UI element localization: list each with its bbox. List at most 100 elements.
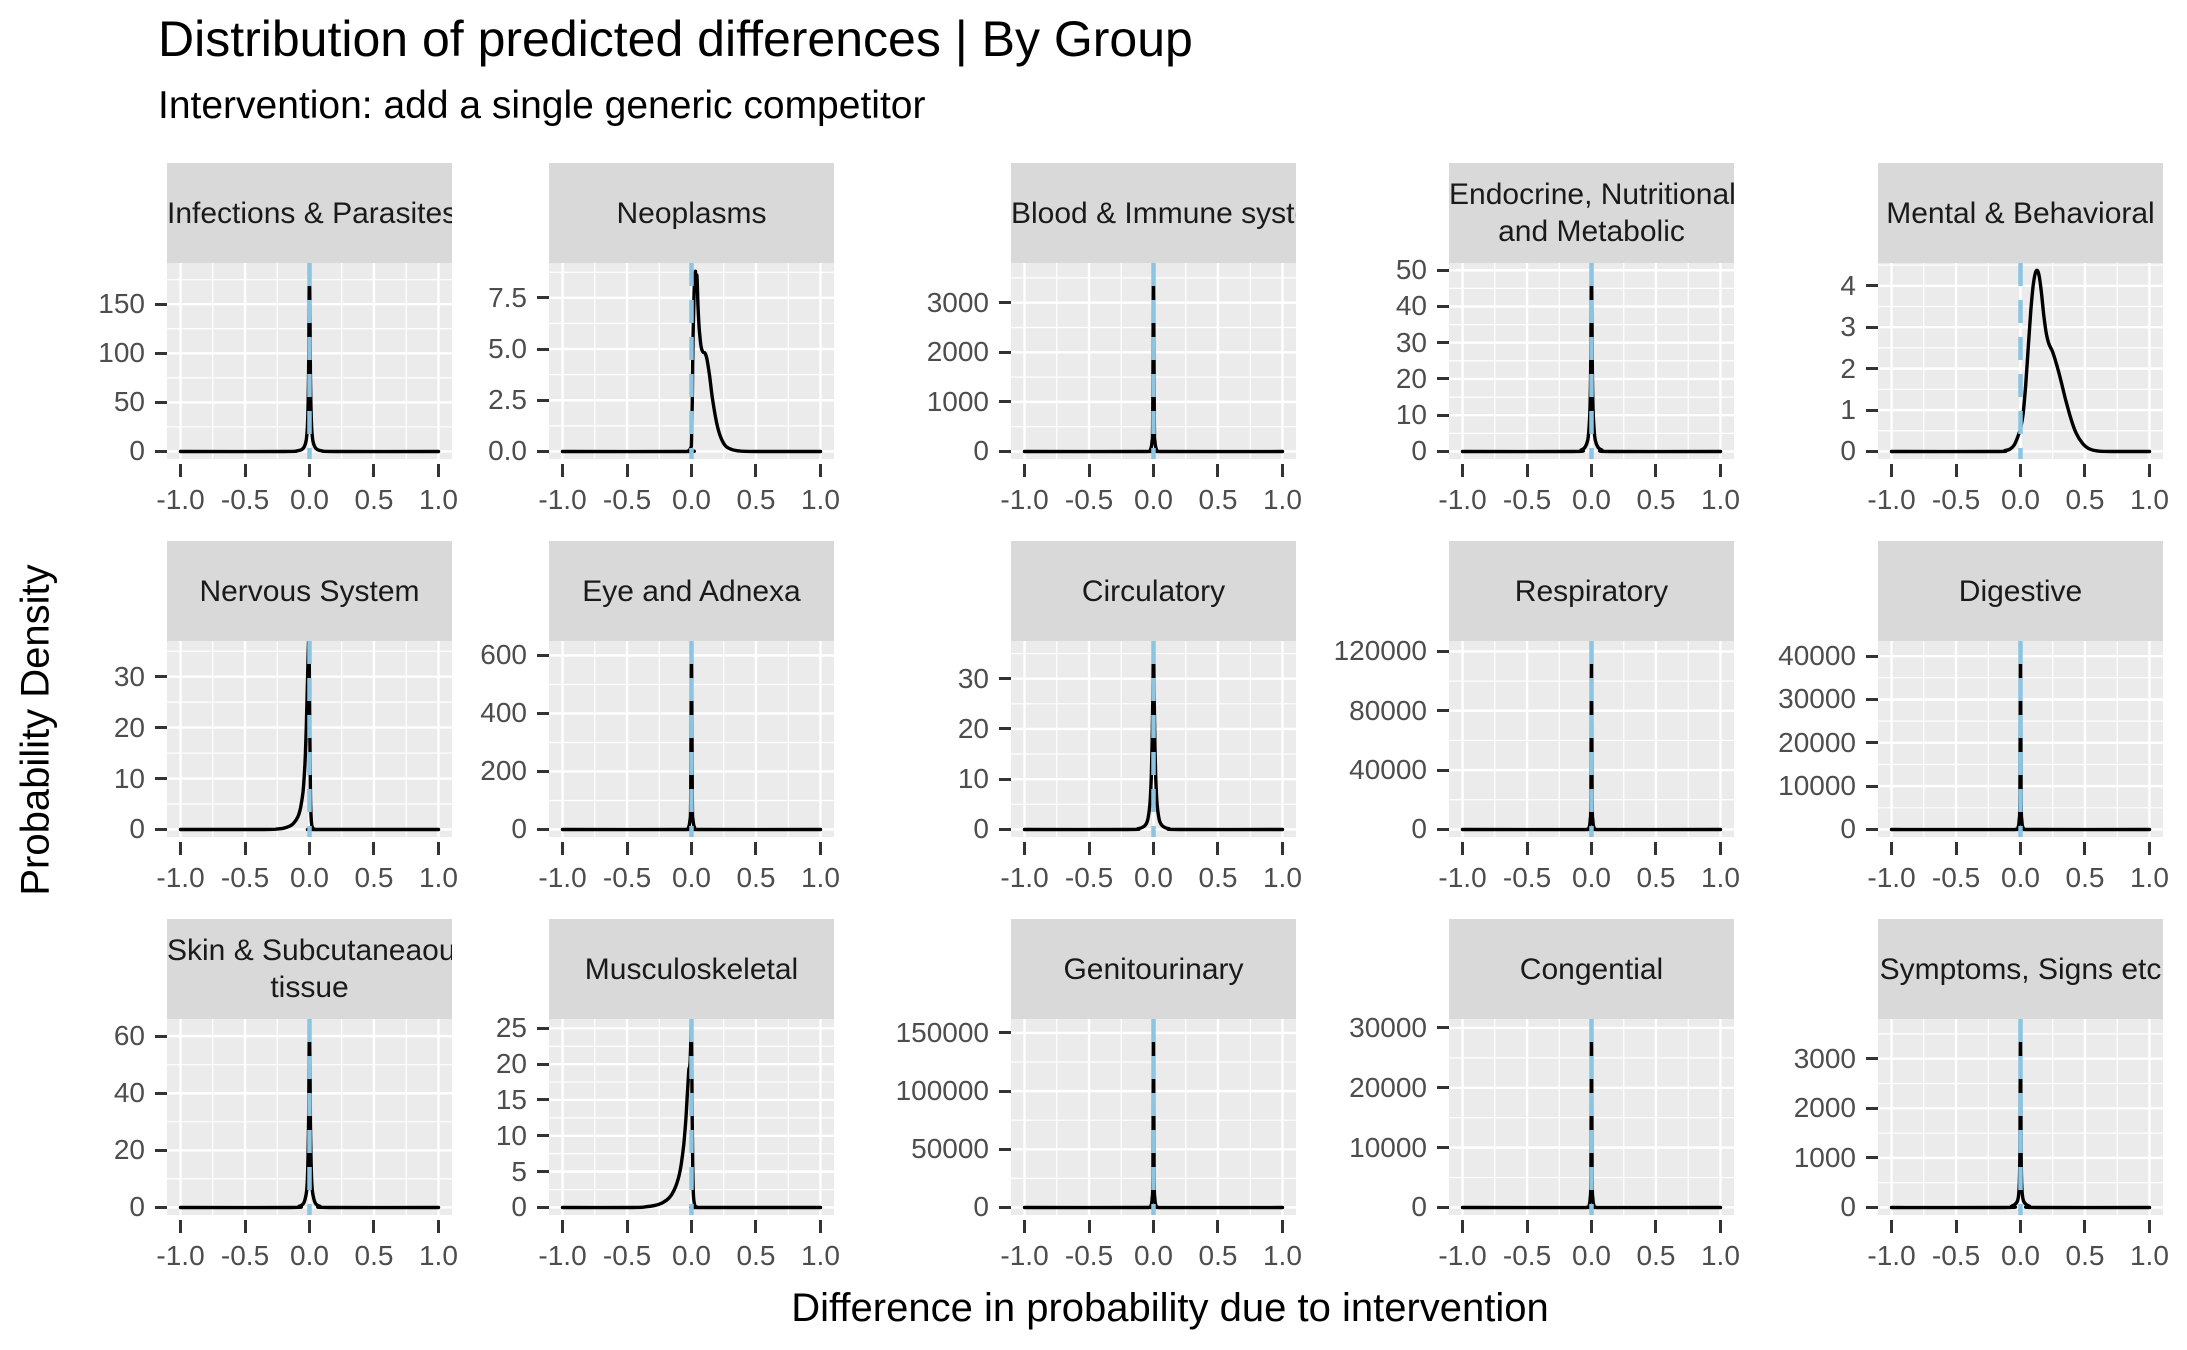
facet-panel: 0 10000 20000 30000 Congential -1.0 -0.5 0.0 0.5… (1296, 919, 1740, 1297)
x-axis-tick-mark (436, 1220, 440, 1233)
facet-strip: Circulatory (1011, 541, 1296, 641)
y-axis-tick-label: 30 (113, 660, 145, 692)
plot-column: Nervous System -1.0 -0.5 0.0 0.5 1.0 (156, 541, 458, 919)
y-axis-tick-mark (537, 827, 549, 831)
facet-strip: Mental & Behavioral (1878, 163, 2163, 263)
x-axis-tick-label: 0.5 (354, 484, 394, 515)
x-axis-tick-mark (2147, 1220, 2151, 1233)
x-axis-tick-mark (1023, 464, 1027, 477)
y-axis-tick-label: 0 (973, 435, 989, 467)
x-axis-tick-mark (436, 842, 440, 855)
y-axis-tick-mark (537, 769, 549, 773)
x-axis-tick-label: -1.0 (1000, 862, 1049, 893)
strip-title-line: Nervous System (199, 574, 420, 608)
y-axis-tick-label: 100 (98, 337, 145, 369)
x-axis-tick-mark (1654, 464, 1658, 477)
x-axis: -1.0 -0.5 0.0 0.5 1.0 (538, 1220, 840, 1302)
x-axis-tick-mark (1152, 464, 1155, 477)
y-axis-tick-mark (1866, 741, 1878, 745)
y-axis-tick-mark (999, 777, 1011, 781)
y-axis-tick-mark (155, 1091, 167, 1095)
x-axis-tick-mark (818, 842, 822, 855)
x-axis-tick-mark (1890, 1220, 1894, 1233)
y-axis-tick-label: 10000 (1778, 770, 1856, 802)
y-axis-tick-mark (1866, 449, 1878, 453)
x-axis-tick-mark (1087, 842, 1091, 855)
y-axis: 0 10000 20000 30000 40000 (1734, 541, 1878, 919)
y-axis-tick-mark (999, 449, 1011, 453)
x-axis-tick-mark (1525, 1220, 1529, 1233)
facet-strip: Infections & Parasites (167, 163, 452, 263)
x-axis-tick-mark (179, 464, 183, 477)
facet-strip: Nervous System (167, 541, 452, 641)
x-axis-tick-mark (1461, 842, 1465, 855)
x-axis-tick-label: 1.0 (418, 862, 458, 893)
facet-strip: Endocrine, Nutritional and Metabolic (1449, 163, 1734, 263)
y-axis-tick-mark (155, 675, 167, 679)
x-axis-tick-label: 1.0 (2129, 862, 2169, 893)
x-axis-tick-label: 0.5 (1636, 484, 1676, 515)
y-axis-tick-label: 50 (1395, 254, 1427, 286)
facet-strip: Symptoms, Signs etc (1878, 919, 2163, 1019)
plot-column: Endocrine, Nutritional and Metabolic -1.0-… (1438, 163, 1740, 541)
x-axis-tick-mark (2083, 1220, 2087, 1233)
x-axis: -1.0 -0.5 0.0 0.5 1.0 (538, 464, 840, 546)
y-axis-tick-label: 40 (113, 1077, 145, 1109)
y-axis-tick-label: 20 (113, 1134, 145, 1166)
y-axis: 0 10 20 30 40 50 (1296, 163, 1449, 541)
y-axis-tick-mark (1866, 654, 1878, 658)
y-axis-tick-label: 50000 (911, 1133, 989, 1165)
y-axis: 0 1000 2000 3000 (834, 163, 1011, 541)
facet-panel: 0 10 20 30 Circulatory -1.0 -0.5 0.0 0.5 1.0 (834, 541, 1302, 919)
x-axis-tick-mark (1216, 1220, 1220, 1233)
facet-panel: 0 50000 100000 150000 Genitourinary -1.0 -0.5 0… (834, 919, 1302, 1297)
strip-title-line: Skin & Subcutaneaous (167, 934, 452, 967)
x-axis-tick-label: -0.5 (602, 484, 652, 515)
y-axis-tick-mark (537, 653, 549, 657)
x-axis-tick-label: 0.5 (354, 862, 394, 893)
x-axis-tick-label: -1.0 (538, 862, 587, 893)
x-axis-tick-label: 0.0 (2001, 1240, 2040, 1271)
y-axis-tick-mark (999, 1089, 1011, 1093)
y-axis-tick-label: 0 (1840, 813, 1856, 845)
y-axis-tick-label: 15 (495, 1083, 527, 1115)
x-axis-tick-mark (308, 464, 311, 477)
density-curve (1889, 1019, 2152, 1210)
x-axis-tick-label: -0.5 (220, 484, 270, 515)
y-axis-tick-label: 20 (957, 712, 989, 744)
plot-column: Mental & Behavioral -1.0 -0.5 0.0 0.5 1.0 (1867, 163, 2169, 541)
y-axis-tick-mark (155, 1034, 167, 1038)
x-axis-tick-label: -1.0 (156, 862, 205, 893)
facet-strip: Eye and Adnexa (549, 541, 834, 641)
x-axis-tick-label: 0.0 (1134, 484, 1173, 515)
x-axis-tick-label: 0.0 (2001, 484, 2040, 515)
x-axis-tick-label: 1.0 (1262, 1240, 1302, 1271)
facet-strip: Musculoskeletal (549, 919, 834, 1019)
y-axis-tick-label: 0 (1411, 813, 1427, 845)
plot-column: Skin & Subcutaneaous tissue -1.0 -0.5 0.0 0.5… (156, 919, 458, 1297)
strip-title-line: Symptoms, Signs etc (1879, 952, 2162, 986)
x-axis-tick-mark (1954, 464, 1958, 477)
x-axis-tick-mark (1590, 842, 1593, 855)
y-axis-tick-label: 2.5 (488, 384, 527, 416)
y-axis-tick-label: 0 (511, 813, 527, 845)
x-axis-tick-mark (818, 464, 822, 477)
y-axis-tick-label: 2 (1840, 352, 1856, 384)
y-axis-tick-mark (1437, 1146, 1449, 1150)
plot-column: Infections & Parasites -1.0 -0.5 0.0 0.5 1.0 (156, 163, 458, 541)
x-axis-tick-label: 0.5 (2065, 862, 2105, 893)
plot-column: Respiratory -1.0 -0.5 0.0 0.5 1.0 (1438, 541, 1740, 919)
y-axis-tick-mark (999, 1031, 1011, 1035)
x-axis-tick-mark (1718, 842, 1722, 855)
facet-grid: 0 50 100 150 Infections & Parasites -1.0 -0.5 0… (60, 163, 2169, 1297)
y-axis-tick-mark (1437, 827, 1449, 831)
y-axis-tick-mark (537, 1026, 549, 1030)
x-axis-tick-label: 0.0 (672, 484, 711, 515)
x-axis-tick-label: -0.5 (1064, 484, 1114, 515)
x-axis-tick-label: -0.5 (1064, 862, 1114, 893)
y-axis-tick-label: 1000 (926, 385, 989, 417)
x-axis-tick-label: 1.0 (1700, 484, 1740, 515)
facet-panel: 0 10 20 30 40 50 Endocrine, Nutritional and Met… (1296, 163, 1740, 541)
density-panel (1449, 641, 1734, 837)
